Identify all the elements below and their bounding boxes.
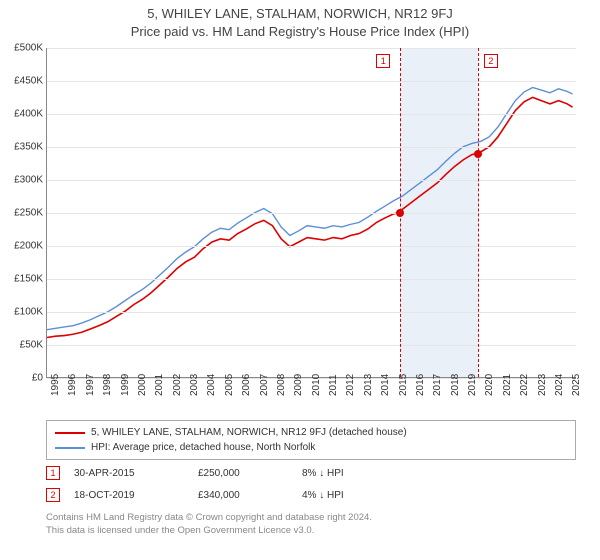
x-axis-label: 1996 (67, 374, 78, 396)
gridline (47, 114, 576, 115)
y-axis-label: £350K (1, 142, 43, 153)
x-axis-label: 2006 (241, 374, 252, 396)
marker-dot (474, 150, 482, 158)
x-axis-label: 2016 (415, 374, 426, 396)
transaction-row: 1 30-APR-2015 £250,000 8% ↓ HPI (46, 462, 576, 484)
transaction-date: 18-OCT-2019 (74, 490, 184, 501)
marker-line (478, 48, 479, 377)
x-axis-label: 2024 (554, 374, 565, 396)
transaction-price: £250,000 (198, 468, 288, 479)
title-address: 5, WHILEY LANE, STALHAM, NORWICH, NR12 9… (0, 6, 600, 21)
gridline (47, 279, 576, 280)
legend-label-price-paid: 5, WHILEY LANE, STALHAM, NORWICH, NR12 9… (91, 427, 407, 438)
footer-attribution: Contains HM Land Registry data © Crown c… (46, 512, 576, 538)
transaction-delta: 8% ↓ HPI (302, 468, 392, 479)
y-axis-label: £250K (1, 208, 43, 219)
x-axis-label: 1997 (85, 374, 96, 396)
transaction-row: 2 18-OCT-2019 £340,000 4% ↓ HPI (46, 484, 576, 506)
x-axis-label: 2015 (398, 374, 409, 396)
x-axis-label: 2023 (537, 374, 548, 396)
gridline (47, 81, 576, 82)
y-axis-label: £200K (1, 241, 43, 252)
transaction-badge: 2 (46, 488, 60, 502)
transaction-date: 30-APR-2015 (74, 468, 184, 479)
gridline (47, 147, 576, 148)
legend-swatch-price-paid (55, 432, 85, 434)
x-axis-label: 2011 (328, 374, 339, 396)
x-axis-label: 2020 (484, 374, 495, 396)
gridline (47, 213, 576, 214)
x-axis-label: 2000 (137, 374, 148, 396)
transaction-badge: 1 (46, 466, 60, 480)
x-axis-label: 2005 (224, 374, 235, 396)
x-axis-label: 2001 (154, 374, 165, 396)
x-axis-label: 2004 (206, 374, 217, 396)
gridline (47, 180, 576, 181)
x-axis-label: 2008 (276, 374, 287, 396)
transaction-delta: 4% ↓ HPI (302, 490, 392, 501)
y-axis-label: £0 (1, 373, 43, 384)
y-axis-label: £450K (1, 76, 43, 87)
gridline (47, 345, 576, 346)
x-axis-label: 2022 (519, 374, 530, 396)
chart-plot-area: £0£50K£100K£150K£200K£250K£300K£350K£400… (46, 48, 576, 378)
legend-label-hpi: HPI: Average price, detached house, Nort… (91, 442, 315, 453)
transaction-rows: 1 30-APR-2015 £250,000 8% ↓ HPI 2 18-OCT… (46, 462, 576, 506)
x-axis-label: 2019 (467, 374, 478, 396)
x-axis-label: 2021 (502, 374, 513, 396)
x-axis-label: 1999 (120, 374, 131, 396)
legend-row-hpi: HPI: Average price, detached house, Nort… (55, 440, 567, 455)
y-axis-label: £500K (1, 43, 43, 54)
series-line-hpi (47, 87, 573, 329)
x-axis-label: 2002 (172, 374, 183, 396)
title-subtitle: Price paid vs. HM Land Registry's House … (0, 24, 600, 39)
legend-swatch-hpi (55, 447, 85, 449)
footer-line2: This data is licensed under the Open Gov… (46, 525, 576, 538)
x-axis-label: 2007 (259, 374, 270, 396)
y-axis-label: £400K (1, 109, 43, 120)
footer-line1: Contains HM Land Registry data © Crown c… (46, 512, 576, 525)
y-axis-label: £100K (1, 307, 43, 318)
legend-row-price-paid: 5, WHILEY LANE, STALHAM, NORWICH, NR12 9… (55, 425, 567, 440)
x-axis-label: 1998 (102, 374, 113, 396)
x-axis-label: 2017 (432, 374, 443, 396)
x-axis-label: 2014 (380, 374, 391, 396)
x-axis-label: 2010 (311, 374, 322, 396)
transaction-price: £340,000 (198, 490, 288, 501)
series-line-price_paid (47, 97, 573, 337)
x-axis-label: 2009 (293, 374, 304, 396)
x-axis-label: 2012 (345, 374, 356, 396)
x-axis-label: 2013 (363, 374, 374, 396)
x-axis-label: 2018 (450, 374, 461, 396)
y-axis-label: £300K (1, 175, 43, 186)
chart-container: 5, WHILEY LANE, STALHAM, NORWICH, NR12 9… (0, 0, 600, 560)
x-axis-label: 2025 (571, 374, 582, 396)
x-axis-label: 2003 (189, 374, 200, 396)
marker-dot (396, 209, 404, 217)
gridline (47, 312, 576, 313)
legend-box: 5, WHILEY LANE, STALHAM, NORWICH, NR12 9… (46, 420, 576, 460)
marker-badge: 2 (484, 54, 498, 68)
y-axis-label: £50K (1, 340, 43, 351)
x-axis-label: 1995 (50, 374, 61, 396)
title-block: 5, WHILEY LANE, STALHAM, NORWICH, NR12 9… (0, 0, 600, 39)
gridline (47, 48, 576, 49)
gridline (47, 246, 576, 247)
y-axis-label: £150K (1, 274, 43, 285)
marker-badge: 1 (376, 54, 390, 68)
